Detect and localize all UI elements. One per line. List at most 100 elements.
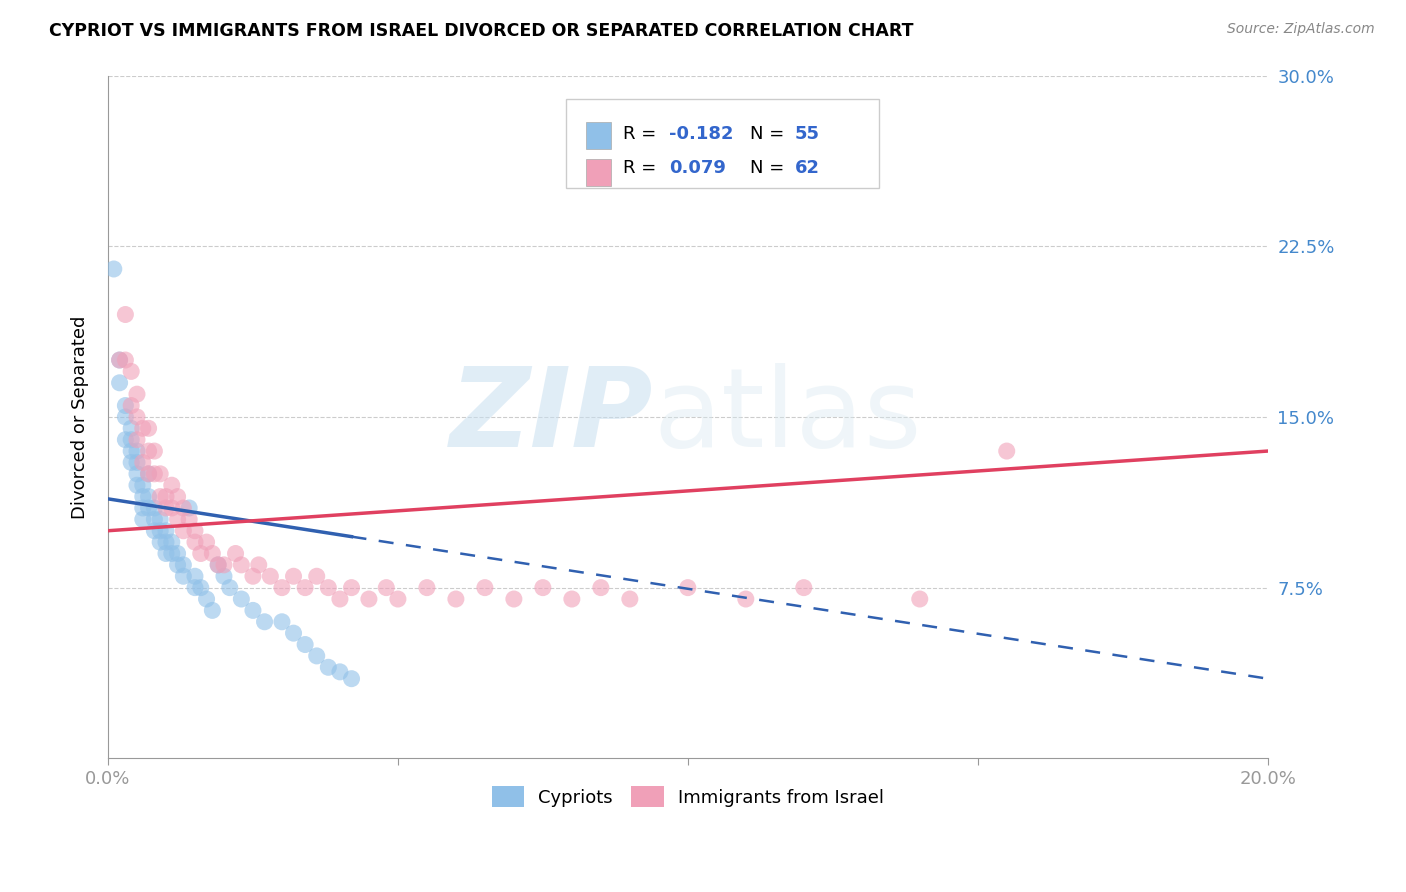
Point [212,569,235,583]
Point [589,581,612,595]
Point [294,638,316,652]
Point [125,478,148,492]
Point [172,500,194,515]
Point [619,592,641,607]
Point [474,581,496,595]
Point [120,421,142,435]
Point [190,581,212,595]
Point [155,535,177,549]
Point [184,524,207,538]
Point [329,592,352,607]
Point [132,500,155,515]
Point [114,353,136,368]
Text: -0.182: -0.182 [669,125,734,143]
Text: ZIP: ZIP [450,363,652,470]
Point [340,581,363,595]
FancyBboxPatch shape [586,122,612,149]
Point [247,558,270,572]
Point [149,524,172,538]
Point [184,569,207,583]
Point [283,626,305,640]
Point [125,433,148,447]
Point [132,421,155,435]
Point [357,592,380,607]
Point [155,524,177,538]
Point [271,581,294,595]
Point [207,558,229,572]
Point [179,500,201,515]
Point [195,535,218,549]
FancyBboxPatch shape [567,99,879,188]
Point [416,581,439,595]
Point [294,581,316,595]
Point [444,592,467,607]
Point [201,603,224,617]
Point [114,399,136,413]
Point [734,592,756,607]
Point [138,444,160,458]
Point [143,524,166,538]
Point [190,547,212,561]
Point [125,467,148,481]
Text: 62: 62 [794,160,820,178]
Point [138,467,160,481]
Point [138,421,160,435]
Point [172,524,194,538]
Point [114,433,136,447]
Text: R =: R = [623,160,662,178]
Point [125,444,148,458]
Point [184,581,207,595]
Point [132,512,155,526]
Text: 0.079: 0.079 [669,160,725,178]
Point [231,592,253,607]
Point [108,376,131,390]
Point [149,490,172,504]
Point [283,569,305,583]
Point [212,558,235,572]
Point [155,500,177,515]
Point [561,592,583,607]
Point [132,478,155,492]
Point [793,581,815,595]
Text: N =: N = [751,125,790,143]
Point [138,500,160,515]
Point [305,569,328,583]
Text: CYPRIOT VS IMMIGRANTS FROM ISRAEL DIVORCED OR SEPARATED CORRELATION CHART: CYPRIOT VS IMMIGRANTS FROM ISRAEL DIVORC… [49,22,914,40]
Point [125,455,148,469]
Point [676,581,699,595]
Point [132,455,155,469]
Text: R =: R = [623,125,662,143]
Point [375,581,398,595]
Point [259,569,281,583]
Point [207,558,229,572]
Point [172,558,194,572]
Point [531,581,554,595]
Point [103,262,125,277]
Point [387,592,409,607]
Point [108,353,131,368]
Y-axis label: Divorced or Separated: Divorced or Separated [72,315,89,518]
Point [120,364,142,378]
Point [166,558,188,572]
Point [166,512,188,526]
Point [231,558,253,572]
Point [143,444,166,458]
Point [160,547,183,561]
Point [340,672,363,686]
Point [201,547,224,561]
Point [114,308,136,322]
Point [218,581,240,595]
Point [160,500,183,515]
Point [138,490,160,504]
FancyBboxPatch shape [586,159,612,186]
Point [271,615,294,629]
Point [149,535,172,549]
Text: Source: ZipAtlas.com: Source: ZipAtlas.com [1227,22,1375,37]
Point [160,535,183,549]
Point [149,467,172,481]
Legend: Cypriots, Immigrants from Israel: Cypriots, Immigrants from Israel [484,779,891,814]
Point [253,615,276,629]
Text: N =: N = [751,160,790,178]
Point [120,433,142,447]
Point [502,592,524,607]
